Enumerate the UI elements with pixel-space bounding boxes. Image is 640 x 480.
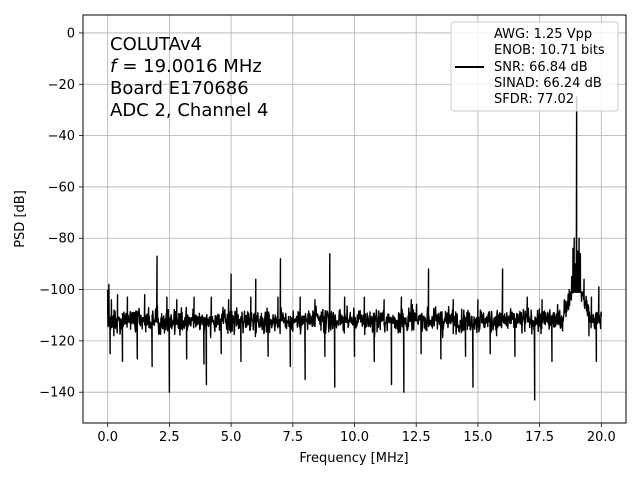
legend-entry-snr: SNR: 66.84 dB [494, 60, 588, 75]
y-tick-label: −100 [39, 283, 75, 298]
y-tick-label: −40 [48, 129, 75, 144]
legend: AWG: 1.25 Vpp ENOB: 10.71 bits SNR: 66.8… [450, 21, 619, 112]
y-tick-label: 0 [67, 26, 75, 41]
x-tick-label: 15.0 [463, 430, 492, 445]
x-tick-label: 7.5 [282, 430, 303, 445]
y-tick-label: −120 [39, 334, 75, 349]
x-tick-label: 17.5 [525, 430, 554, 445]
frequency-symbol: f [110, 56, 119, 77]
x-tick-label: 0.0 [97, 430, 118, 445]
y-tick-label: −140 [39, 386, 75, 401]
y-tick-label: −20 [48, 78, 75, 93]
legend-entry-sfdr: SFDR: 77.02 [494, 92, 574, 107]
legend-entry-sinad: SINAD: 66.24 dB [494, 76, 602, 91]
y-axis-label: PSD [dB] [13, 190, 28, 248]
x-axis-label: Frequency [MHz] [299, 451, 408, 466]
x-tick-label: 20.0 [587, 430, 616, 445]
y-tick-label: −80 [48, 232, 75, 247]
x-tick-label: 12.5 [402, 430, 431, 445]
x-tick-label: 10.0 [340, 430, 369, 445]
y-tick-label: −60 [48, 180, 75, 195]
legend-entry-enob: ENOB: 10.71 bits [494, 43, 605, 58]
annotation-block: COLUTAv4 f = 19.0016 MHz Board E170686 AD… [110, 34, 268, 121]
legend-entry-awg: AWG: 1.25 Vpp [494, 27, 592, 42]
annotation-line-4: ADC 2, Channel 4 [110, 100, 268, 121]
x-tick-label: 2.5 [159, 430, 180, 445]
legend-box [450, 21, 619, 112]
annotation-line-3: Board E170686 [110, 78, 249, 99]
frequency-value: = 19.0016 MHz [122, 56, 261, 77]
series-layer [106, 96, 603, 401]
psd-series-line [106, 96, 603, 401]
annotation-line-1: COLUTAv4 [110, 34, 202, 55]
ticks: 0.0 2.5 5.0 7.5 10.0 12.5 15.0 17.5 20.0 0 −20 −40 −… [39, 26, 616, 445]
x-tick-label: 5.0 [221, 430, 242, 445]
annotation-line-2: f = 19.0016 MHz [110, 56, 262, 77]
